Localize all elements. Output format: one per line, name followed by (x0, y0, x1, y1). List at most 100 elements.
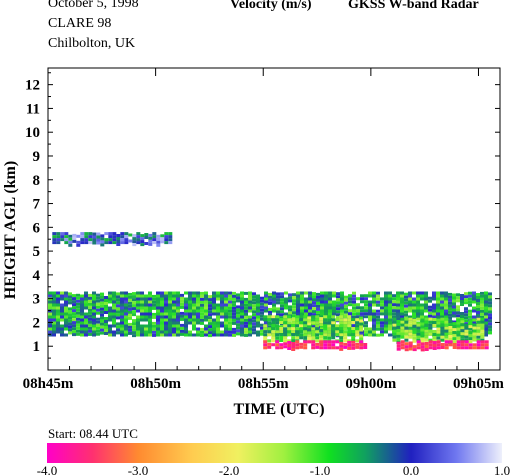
echo-cell (408, 344, 413, 348)
echo-cell (92, 235, 97, 239)
echo-cell (244, 315, 248, 319)
echo-cell (424, 294, 428, 298)
echo-cell (263, 346, 268, 350)
echo-cell (392, 297, 396, 301)
echo-cell (120, 312, 124, 316)
echo-cell (352, 291, 356, 295)
echo-cell (452, 320, 456, 324)
x-tick-label: 08h50m (130, 376, 181, 392)
echo-cell (240, 309, 244, 313)
echo-cell (136, 333, 140, 337)
echo-cell (440, 338, 445, 342)
echo-cell (180, 311, 184, 315)
echo-cell (164, 294, 168, 298)
echo-cell (208, 304, 212, 308)
echo-cell (176, 306, 180, 310)
echo-cell (311, 318, 316, 322)
echo-cell (116, 313, 120, 317)
echo-cell (420, 348, 425, 352)
x-tick-label: 08h55m (238, 376, 289, 392)
echo-cell (372, 309, 376, 313)
echo-cell (440, 309, 444, 313)
echo-cell (204, 303, 208, 307)
echo-cell (168, 303, 172, 307)
echo-cell (364, 306, 368, 310)
echo-cell (287, 344, 292, 347)
echo-cell (303, 318, 308, 322)
echo-cell (120, 241, 125, 245)
echo-cell (84, 318, 88, 322)
echo-cell (420, 322, 425, 326)
echo-cell (384, 327, 388, 331)
echo-cell (484, 291, 488, 295)
echo-cell (464, 340, 469, 344)
echo-cell (64, 238, 69, 242)
echo-cell (260, 305, 264, 309)
echo-cell (263, 330, 268, 334)
echo-cell (464, 329, 469, 333)
echo-cell (196, 318, 200, 322)
echo-cell (344, 310, 348, 314)
echo-cell (444, 329, 449, 333)
echo-cell (284, 303, 288, 307)
echo-cell (308, 300, 312, 304)
echo-cell (276, 313, 280, 317)
echo-cell (116, 325, 120, 329)
echo-cell (184, 291, 188, 295)
echo-cell (460, 326, 465, 330)
echo-cell (432, 312, 436, 316)
echo-cell (328, 291, 332, 295)
echo-cell (279, 343, 284, 347)
echo-cell (319, 329, 324, 333)
echo-cell (228, 327, 232, 331)
colorbar-tick-label: 0.0 (403, 463, 419, 476)
echo-cell (360, 309, 364, 313)
echo-cell (404, 323, 409, 327)
echo-cell (420, 309, 424, 313)
echo-cell (212, 312, 216, 316)
echo-cell (204, 294, 208, 298)
echo-cell (220, 306, 224, 310)
echo-cell (488, 307, 492, 311)
echo-cell (96, 329, 100, 333)
echo-cell (420, 337, 425, 341)
echo-cell (248, 309, 252, 313)
echo-cell (320, 303, 324, 307)
echo-cell (316, 304, 320, 308)
echo-cell (68, 292, 72, 296)
echo-cell (384, 300, 388, 304)
echo-cell (336, 292, 340, 296)
echo-cell (339, 330, 344, 334)
echo-cell (320, 309, 324, 313)
echo-cell (271, 343, 276, 347)
echo-cell (263, 315, 268, 319)
echo-cell (359, 334, 364, 338)
echo-cell (132, 325, 136, 329)
echo-cell (480, 303, 484, 307)
echo-cell (412, 306, 416, 310)
echo-cell (347, 343, 352, 347)
echo-cell (108, 306, 112, 310)
echo-cell (224, 318, 228, 322)
echo-cell (440, 346, 445, 349)
echo-cell (152, 306, 156, 310)
echo-cell (232, 327, 236, 331)
echo-cell (72, 321, 76, 325)
echo-cell (60, 235, 65, 239)
echo-cell (488, 322, 492, 326)
echo-cell (307, 316, 312, 320)
echo-cell (355, 345, 360, 349)
echo-cell (144, 294, 148, 298)
echo-cell (412, 300, 416, 304)
echo-cell (332, 291, 336, 295)
echo-cell (271, 318, 276, 322)
echo-cell (240, 324, 244, 328)
echo-cell (52, 306, 56, 310)
echo-cell (444, 291, 448, 295)
echo-cell (48, 303, 52, 307)
echo-cell (440, 320, 445, 324)
echo-cell (275, 318, 280, 322)
echo-cell (299, 327, 304, 331)
echo-cell (276, 292, 280, 296)
echo-cell (440, 317, 445, 321)
